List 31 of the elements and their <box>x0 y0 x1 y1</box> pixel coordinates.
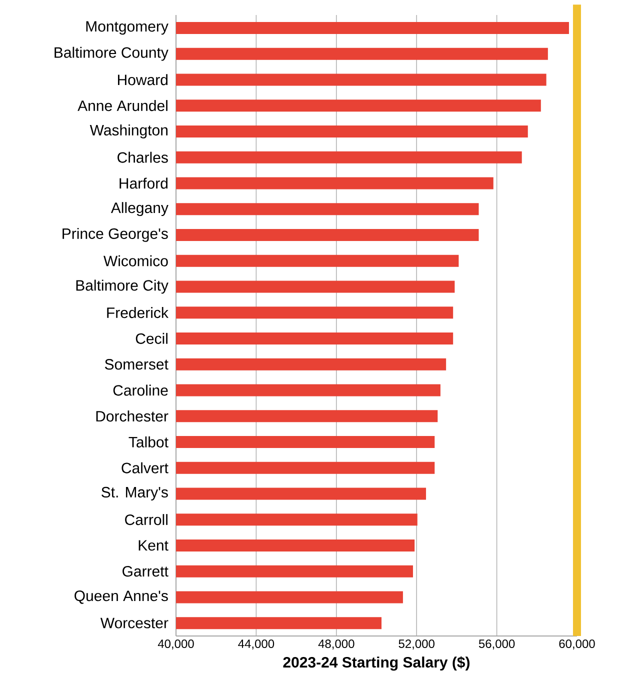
y-tick-label: Caroline <box>113 384 168 396</box>
y-tick-label: Kent <box>138 540 168 551</box>
y-tick-label: Charles <box>118 152 168 163</box>
y-tick-label: Howard <box>118 74 168 86</box>
y-tick-label: Prince George's <box>62 228 168 242</box>
y-tick-label: Dorchester <box>96 410 168 422</box>
y-tick-label: Worcester <box>100 618 168 628</box>
x-tick-label: 60,000 <box>559 640 595 650</box>
y-tick-label: Montgomery <box>86 21 168 35</box>
x-tick-label: 48,000 <box>318 640 354 650</box>
x-tick-label: 52,000 <box>398 640 434 650</box>
x-axis-title: 2023-24 Starting Salary ($) <box>283 656 470 671</box>
y-tick-label: Garrett <box>122 566 168 577</box>
y-tick-label: Calvert <box>122 462 168 474</box>
x-tick-label: 56,000 <box>478 640 515 650</box>
y-tick-label: Wicomico <box>104 255 168 266</box>
y-tick-label: Cecil <box>136 332 168 344</box>
y-tick-label: Frederick <box>107 307 168 318</box>
y-tick-label: Anne Arundel <box>78 100 168 112</box>
y-tick-label: Harford <box>120 178 168 189</box>
x-tick-label: 44,000 <box>238 640 274 650</box>
x-tick-label: 40,000 <box>158 640 194 650</box>
y-tick-label: Somerset <box>104 359 168 370</box>
y-tick-label: Washington <box>90 124 168 138</box>
y-tick-label: Talbot <box>128 436 168 448</box>
y-tick-label: Carroll <box>125 514 168 526</box>
y-tick-label: Queen Anne's <box>74 590 168 604</box>
y-tick-label: St. Mary's <box>102 486 168 500</box>
y-tick-label: Baltimore County <box>54 46 168 61</box>
y-tick-label: Allegany <box>110 202 168 216</box>
y-tick-label: Baltimore City <box>76 280 168 294</box>
